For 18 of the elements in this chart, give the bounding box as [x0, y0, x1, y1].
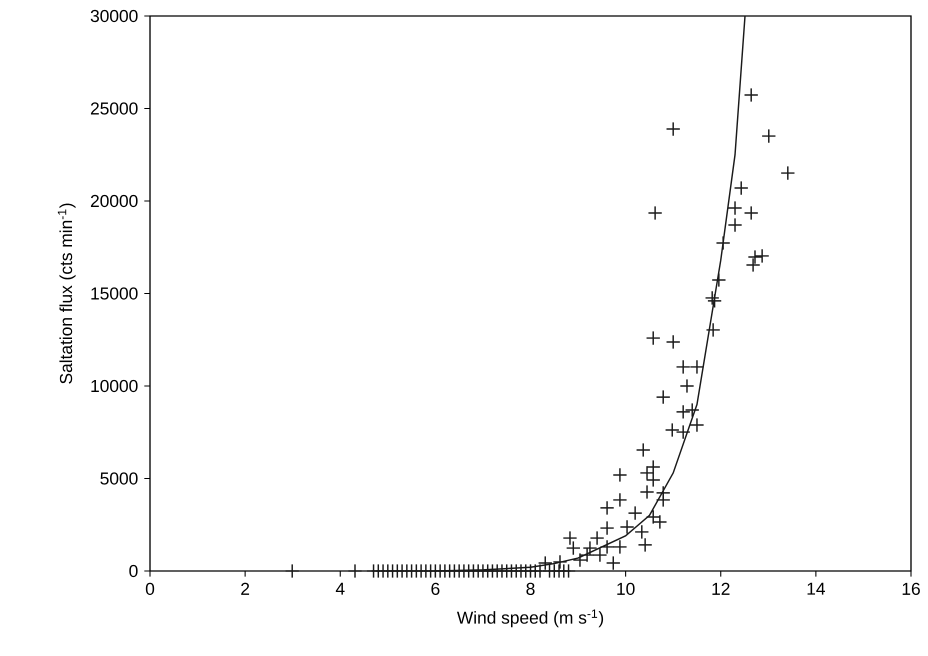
y-tick-label: 30000 [90, 10, 138, 22]
x-tick-label: 14 [808, 582, 826, 595]
y-tick-label: 20000 [90, 194, 138, 208]
x-axis-title: Wind speed (m s$^{-1}$) [456, 609, 604, 628]
x-tick-label: 12 [712, 582, 730, 595]
y-tick-label: 0 [129, 564, 138, 578]
x-tick-label: 8 [526, 582, 535, 595]
y-axis-title: Saltation flux (cts min$^{-1}$) [58, 204, 76, 384]
y-tick-label: 10000 [91, 380, 138, 392]
x-tick-label: 10 [617, 582, 635, 595]
x-tick-label: 4 [336, 582, 345, 595]
x-tick-label: 2 [241, 582, 250, 595]
y-tick-label: 15000 [91, 287, 138, 300]
x-tick-label: 16 [902, 582, 920, 595]
y-tick-label: 25000 [90, 102, 138, 115]
x-tick-label: 6 [431, 582, 440, 595]
y-tick-label: 5000 [100, 472, 138, 485]
x-tick-label: 0 [146, 582, 154, 595]
